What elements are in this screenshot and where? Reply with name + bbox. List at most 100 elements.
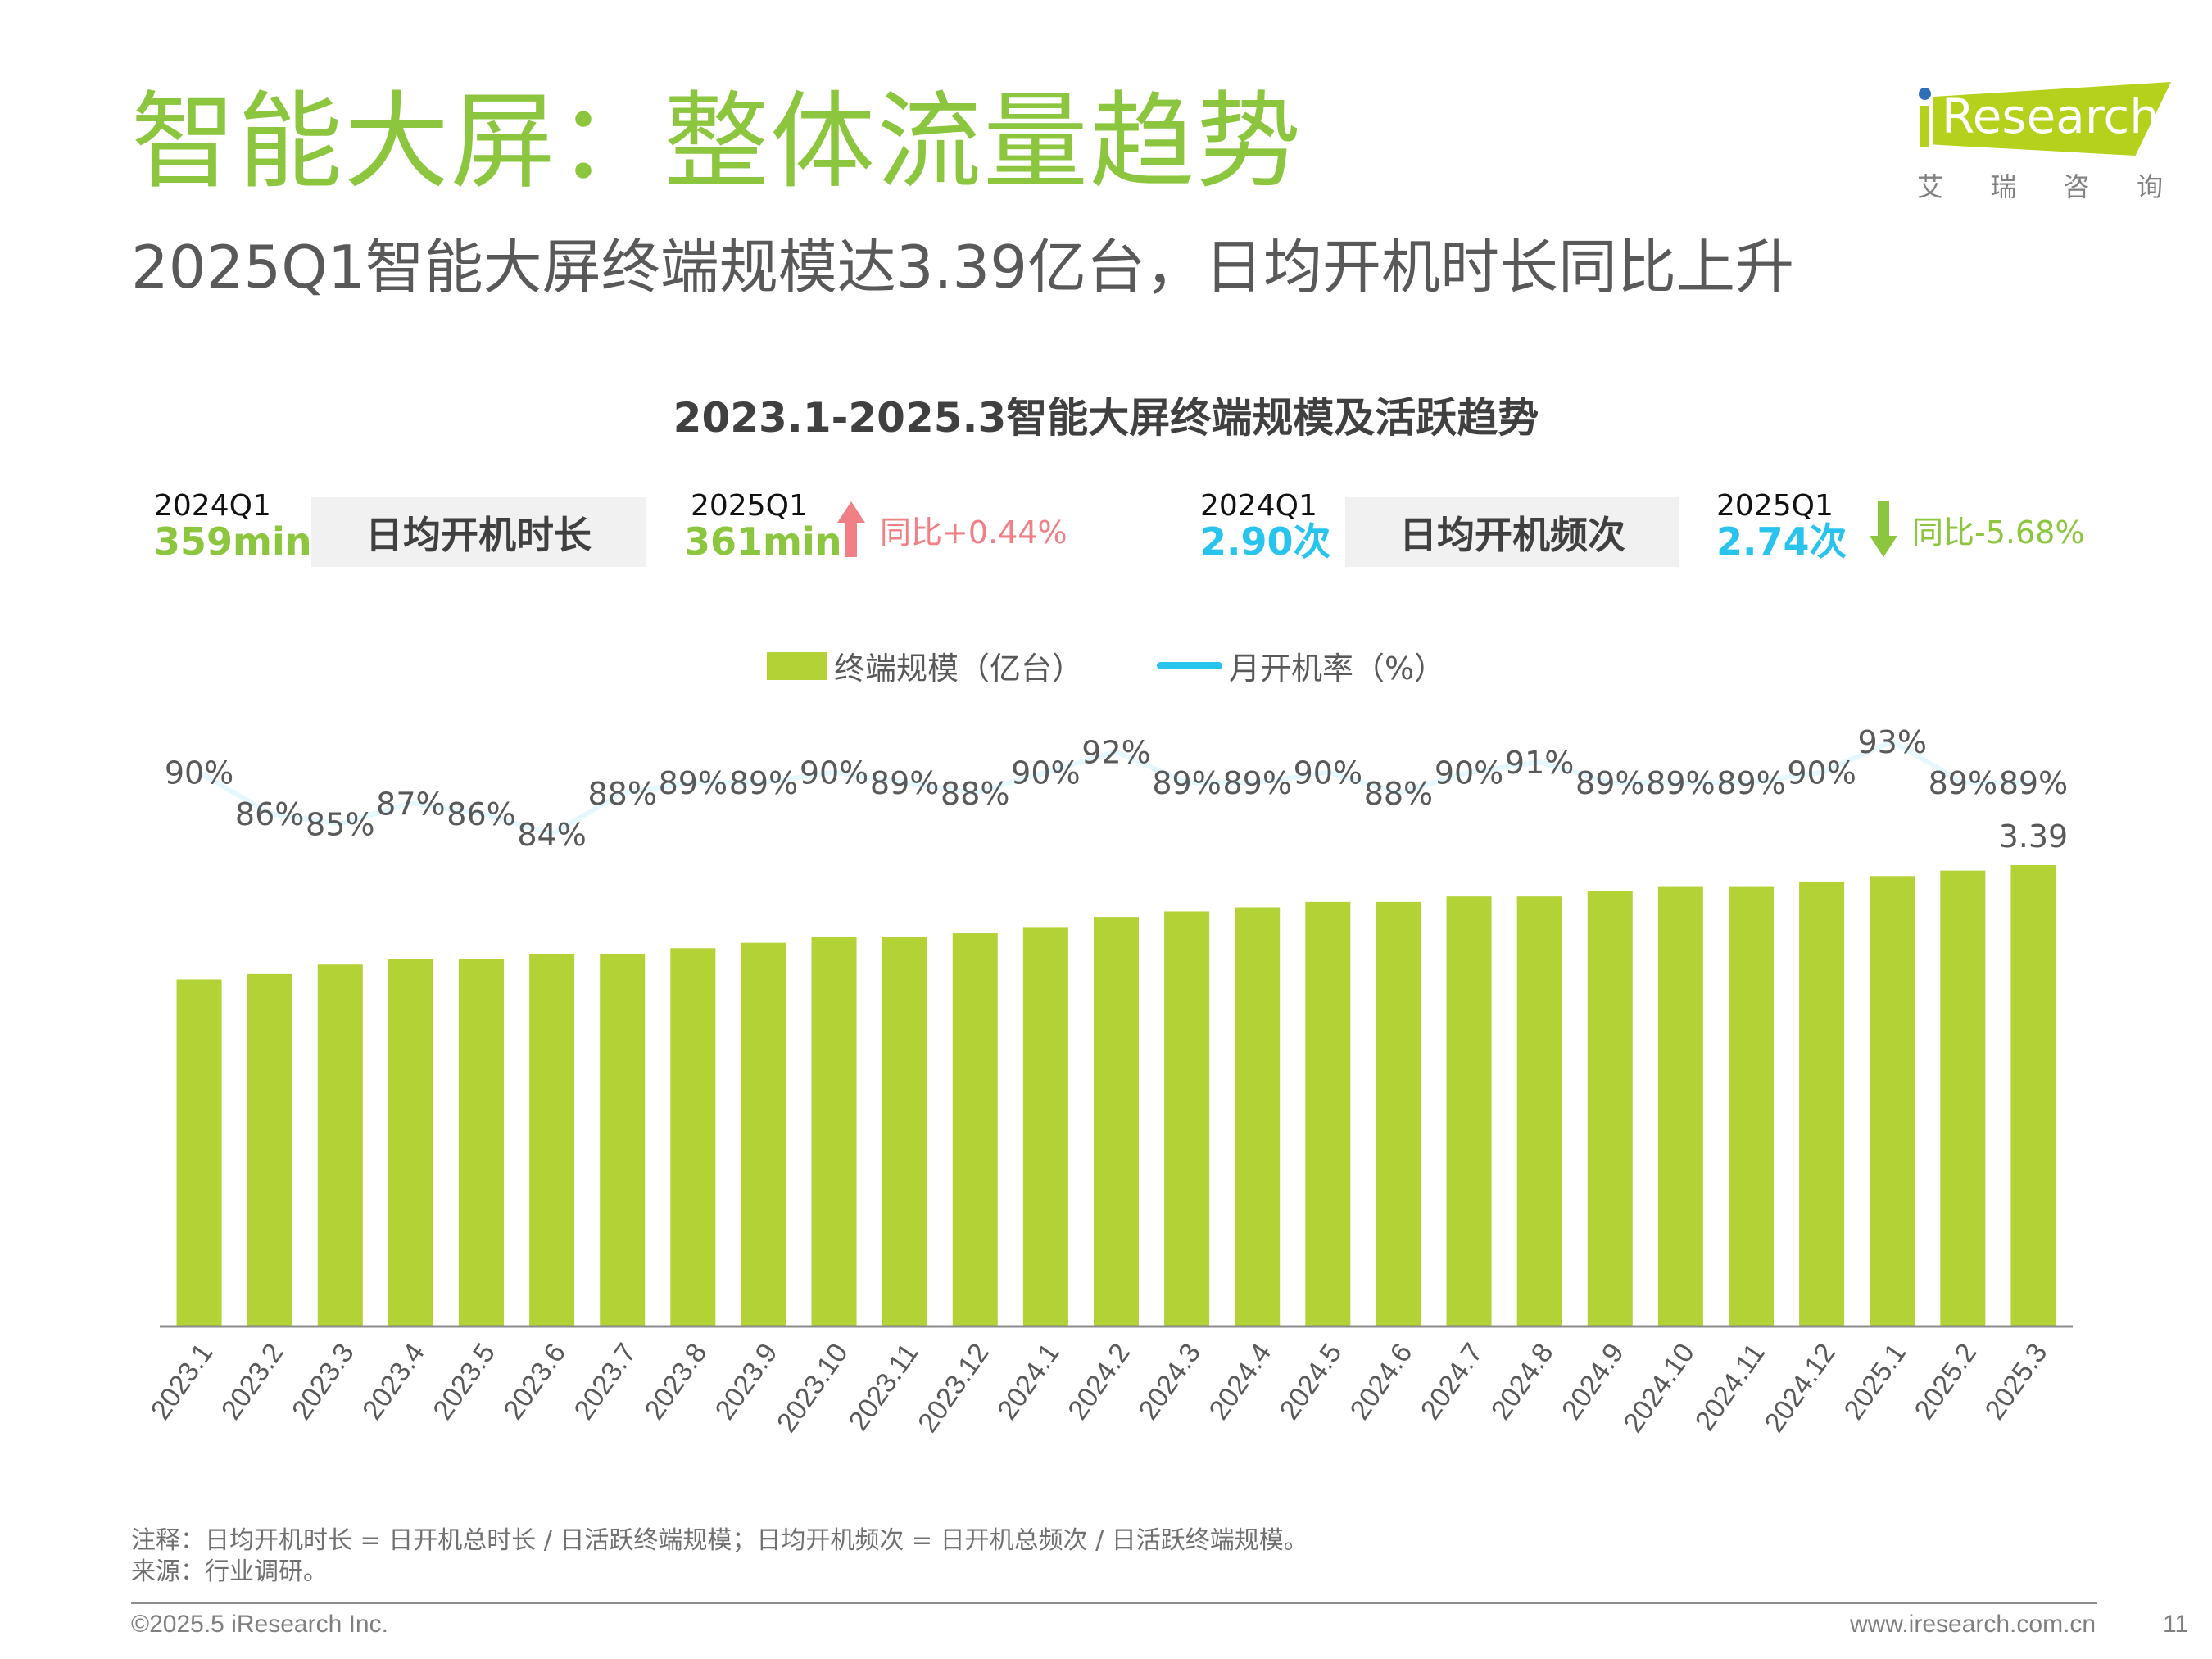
x-tick-label: 2025.2 — [1909, 1338, 1983, 1426]
bar-2024.4 — [1235, 907, 1281, 1326]
kpi-duration-label: 日均开机时长 — [311, 497, 646, 567]
bar-2023.6 — [529, 953, 575, 1326]
bar-2023.12 — [952, 933, 998, 1326]
chart-legend: 终端规模（亿台） 月开机率（%） — [0, 643, 2212, 688]
line-label-2024.10: 89% — [1646, 765, 1715, 801]
legend-item-line: 月开机率（%） — [1156, 643, 1445, 688]
x-tick-label: 2024.10 — [1617, 1338, 1701, 1438]
bar-label-2025.3: 3.39 — [1999, 818, 2069, 854]
legend-swatch-line — [1156, 662, 1222, 669]
copyright: ©2025.5 iResearch Inc. — [131, 1611, 388, 1638]
x-tick-label: 2024.9 — [1556, 1338, 1630, 1426]
x-tick-label: 2024.11 — [1689, 1338, 1771, 1436]
kpi-period: 2025Q1 — [691, 489, 808, 523]
line-label-2023.8: 89% — [659, 765, 728, 801]
line-label-2024.4: 89% — [1222, 765, 1291, 801]
kpi-duration-change: 同比+0.44% — [837, 501, 1067, 557]
line-label-2024.7: 90% — [1435, 755, 1503, 791]
bar-2023.5 — [459, 959, 504, 1326]
x-tick-label: 2023.1 — [145, 1338, 220, 1426]
bar-2023.7 — [600, 953, 646, 1326]
x-tick-label: 2023.12 — [912, 1338, 995, 1438]
bar-2024.12 — [1799, 881, 1845, 1326]
x-tick-label: 2023.3 — [286, 1338, 360, 1426]
bar-2023.4 — [388, 959, 433, 1326]
page-subtitle: 2025Q1智能大屏终端规模达3.39亿台，日均开机时长同比上升 — [131, 233, 1795, 301]
combo-chart: 90%86% 85%87% 86%84%88% 89% 89% 90% 89% 88%90%9… — [145, 724, 2073, 1438]
x-tick-label: 2024.2 — [1062, 1338, 1136, 1426]
line-label-2024.8: 91% — [1505, 745, 1574, 781]
line-label-2023.11: 89% — [870, 765, 939, 801]
logo-i-stem — [1920, 106, 1929, 147]
logo-brand-text: Research — [1942, 88, 2160, 144]
kpi-change-text: 同比-5.68% — [1912, 514, 2085, 551]
note-text: 注释：日均开机时长 = 日开机总时长 / 日活跃终端规模；日均开机频次 = 日开… — [131, 1526, 1308, 1555]
bar-2024.1 — [1022, 927, 1068, 1326]
x-tick-label: 2024.5 — [1274, 1338, 1349, 1426]
line-label-2023.1: 90% — [165, 755, 233, 791]
kpi-frequency-prev: 2024Q1 2.90次 — [1200, 492, 1331, 563]
x-tick-label: 2024.6 — [1344, 1338, 1419, 1426]
x-tick-label: 2024.12 — [1759, 1338, 1843, 1438]
bar-2023.2 — [247, 973, 292, 1326]
x-tick-label: 2023.8 — [639, 1338, 714, 1426]
kpi-value: 359min — [154, 519, 312, 564]
x-tick-label: 2024.1 — [991, 1338, 1066, 1426]
line-label-2023.7: 88% — [587, 776, 656, 812]
x-tick-label: 2023.10 — [771, 1338, 854, 1438]
legend-item-bar: 终端规模（亿台） — [766, 643, 1083, 688]
bar-2024.8 — [1516, 896, 1562, 1326]
x-tick-label: 2024.7 — [1415, 1338, 1489, 1426]
kpi-change-text: 同比+0.44% — [880, 514, 1067, 551]
x-tick-label: 2024.3 — [1132, 1338, 1207, 1426]
kpi-value: 2.74次 — [1716, 519, 1847, 564]
line-label-2024.2: 92% — [1081, 735, 1150, 771]
bar-2025.1 — [1870, 876, 1915, 1326]
bar-2025.3 — [2010, 865, 2056, 1326]
line-label-2023.5: 86% — [446, 796, 515, 832]
kpi-frequency-change: 同比-5.68% — [1870, 501, 2084, 557]
line-label-2023.4: 87% — [376, 786, 445, 822]
line-label-2023.2: 86% — [235, 796, 304, 832]
x-tick-label: 2023.2 — [215, 1338, 290, 1426]
x-tick-label: 2024.8 — [1485, 1338, 1560, 1426]
x-tick-label: 2023.7 — [568, 1338, 642, 1426]
line-label-2023.3: 85% — [306, 806, 374, 842]
logo-cn-char: 询 — [2136, 171, 2163, 202]
bar-2024.3 — [1164, 911, 1210, 1326]
kpi-period: 2025Q1 — [1716, 489, 1834, 523]
bar-2023.9 — [741, 942, 786, 1326]
x-tick-label: 2023.6 — [497, 1338, 572, 1426]
bar-2023.3 — [317, 964, 363, 1326]
arrow-up-icon — [837, 501, 865, 557]
line-label-2024.3: 89% — [1152, 765, 1221, 801]
line-label-2024.5: 90% — [1294, 755, 1362, 791]
line-label-2023.12: 88% — [941, 776, 1009, 812]
arrow-down-icon — [1870, 501, 1897, 557]
logo-cn-char: 咨 — [2063, 171, 2090, 202]
legend-label: 终端规模（亿台） — [833, 650, 1083, 687]
chart-title: 2023.1-2025.3智能大屏终端规模及活跃趋势 — [673, 394, 1539, 442]
source-text: 来源：行业调研。 — [131, 1557, 328, 1586]
x-tick-label: 2025.1 — [1838, 1338, 1912, 1426]
bar-2023.10 — [811, 937, 857, 1326]
line-series-open-rate — [197, 739, 2033, 836]
website-link[interactable]: www.iresearch.com.cn — [1850, 1611, 2096, 1638]
kpi-frequency-label: 日均开机频次 — [1345, 497, 1679, 567]
kpi-duration-curr: 2025Q1 361min — [684, 492, 841, 563]
line-label-2024.11: 89% — [1716, 765, 1785, 801]
bar-2023.8 — [670, 948, 716, 1326]
kpi-value: 361min — [684, 519, 842, 564]
line-label-2024.1: 90% — [1011, 755, 1080, 791]
line-label-2023.6: 84% — [517, 817, 586, 853]
page-title: 智能大屏：整体流量趋势 — [131, 81, 1303, 203]
bar-2024.5 — [1305, 901, 1351, 1326]
bar-2024.6 — [1376, 901, 1421, 1326]
x-tick-label: 2025.3 — [1979, 1338, 2054, 1426]
x-tick-label: 2023.9 — [709, 1338, 784, 1426]
x-tick-label: 2024.4 — [1203, 1338, 1277, 1426]
footnotes: 注释：日均开机时长 = 日开机总时长 / 日活跃终端规模；日均开机频次 = 日开… — [131, 1525, 1308, 1588]
logo-cn-char: 艾 — [1917, 171, 1944, 202]
bar-2025.2 — [1940, 870, 1986, 1326]
x-tick-label: 2023.5 — [427, 1338, 501, 1426]
